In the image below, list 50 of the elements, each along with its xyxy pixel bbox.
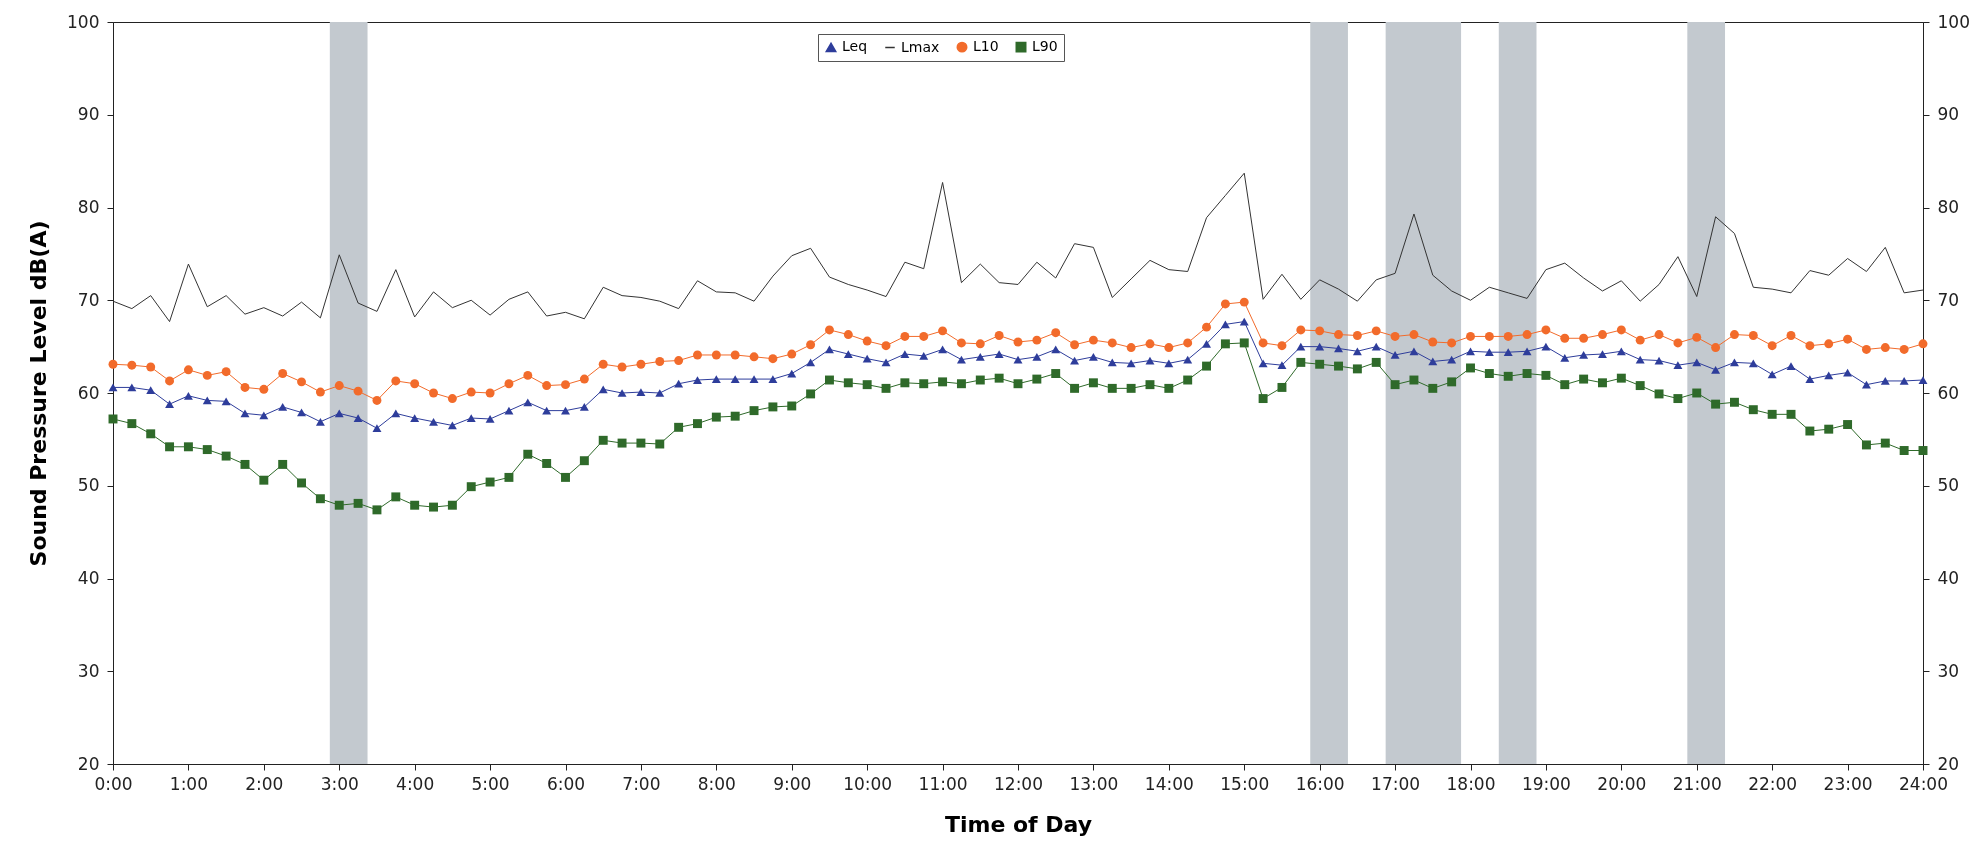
x-tick-label: 7:00 <box>622 773 661 794</box>
y-tick-label: 40 <box>77 568 100 588</box>
y-tick-label: 100 <box>67 11 100 32</box>
legend-label: Leq <box>842 38 868 55</box>
y-tick-label: 60 <box>77 382 100 403</box>
y-tick-label: 90 <box>77 104 100 125</box>
x-tick-label: 6:00 <box>546 773 586 794</box>
x-tick-label: 13:00 <box>1069 773 1119 794</box>
x-tick-label: 1:00 <box>169 773 209 794</box>
x-tick-label: 15:00 <box>1220 773 1270 794</box>
x-tick-label: 17:00 <box>1371 773 1421 794</box>
y-tick-label: 20 <box>77 753 100 774</box>
x-tick-label: 16:00 <box>1295 773 1345 794</box>
y-tick-label: 50 <box>77 475 100 496</box>
x-tick-label: 19:00 <box>1521 773 1571 794</box>
x-tick-label: 3:00 <box>320 773 359 794</box>
y-tick-label: 80 <box>77 197 100 217</box>
legend-label: Lmax <box>901 38 940 55</box>
x-tick-label: 11:00 <box>918 773 968 794</box>
line-series <box>112 172 1924 323</box>
y2-tick-label: 50 <box>1937 475 1960 496</box>
legend-label: L10 <box>973 38 999 55</box>
x-tick-label: 9:00 <box>773 773 812 794</box>
y2-tick-label: 100 <box>1937 11 1970 32</box>
y-tick-label: 30 <box>77 660 100 681</box>
y-tick-label: 70 <box>77 289 100 310</box>
x-tick-label: 22:00 <box>1748 773 1798 794</box>
x-tick-label: 5:00 <box>471 773 510 794</box>
y2-tick-label: 90 <box>1937 104 1960 125</box>
y2-tick-label: 70 <box>1937 289 1960 310</box>
x-tick-label: 2:00 <box>245 773 284 794</box>
x-tick-label: 12:00 <box>994 773 1043 794</box>
legend-label: L90 <box>1032 38 1058 55</box>
x-axis-title: Time of Day <box>944 811 1093 837</box>
y2-tick-label: 60 <box>1937 382 1960 403</box>
x-tick-label: 8:00 <box>697 773 736 794</box>
y-axis-title: Sound Pressure Level dB(A) <box>26 220 52 567</box>
x-tick-label: 4:00 <box>396 773 435 794</box>
x-tick-label: 14:00 <box>1144 773 1194 794</box>
x-tick-label: 20:00 <box>1597 773 1647 794</box>
x-tick-label: 23:00 <box>1823 773 1873 794</box>
y2-tick-label: 20 <box>1937 753 1960 774</box>
x-tick-label: 0:00 <box>94 773 133 794</box>
x-tick-label: 10:00 <box>843 773 893 794</box>
y2-tick-label: 80 <box>1937 197 1960 217</box>
y2-tick-label: 30 <box>1937 660 1960 681</box>
x-tick-label: 18:00 <box>1446 773 1496 794</box>
x-tick-label: 24:00 <box>1899 773 1948 794</box>
x-tick-label: 21:00 <box>1672 773 1722 794</box>
y2-tick-label: 40 <box>1937 568 1960 588</box>
